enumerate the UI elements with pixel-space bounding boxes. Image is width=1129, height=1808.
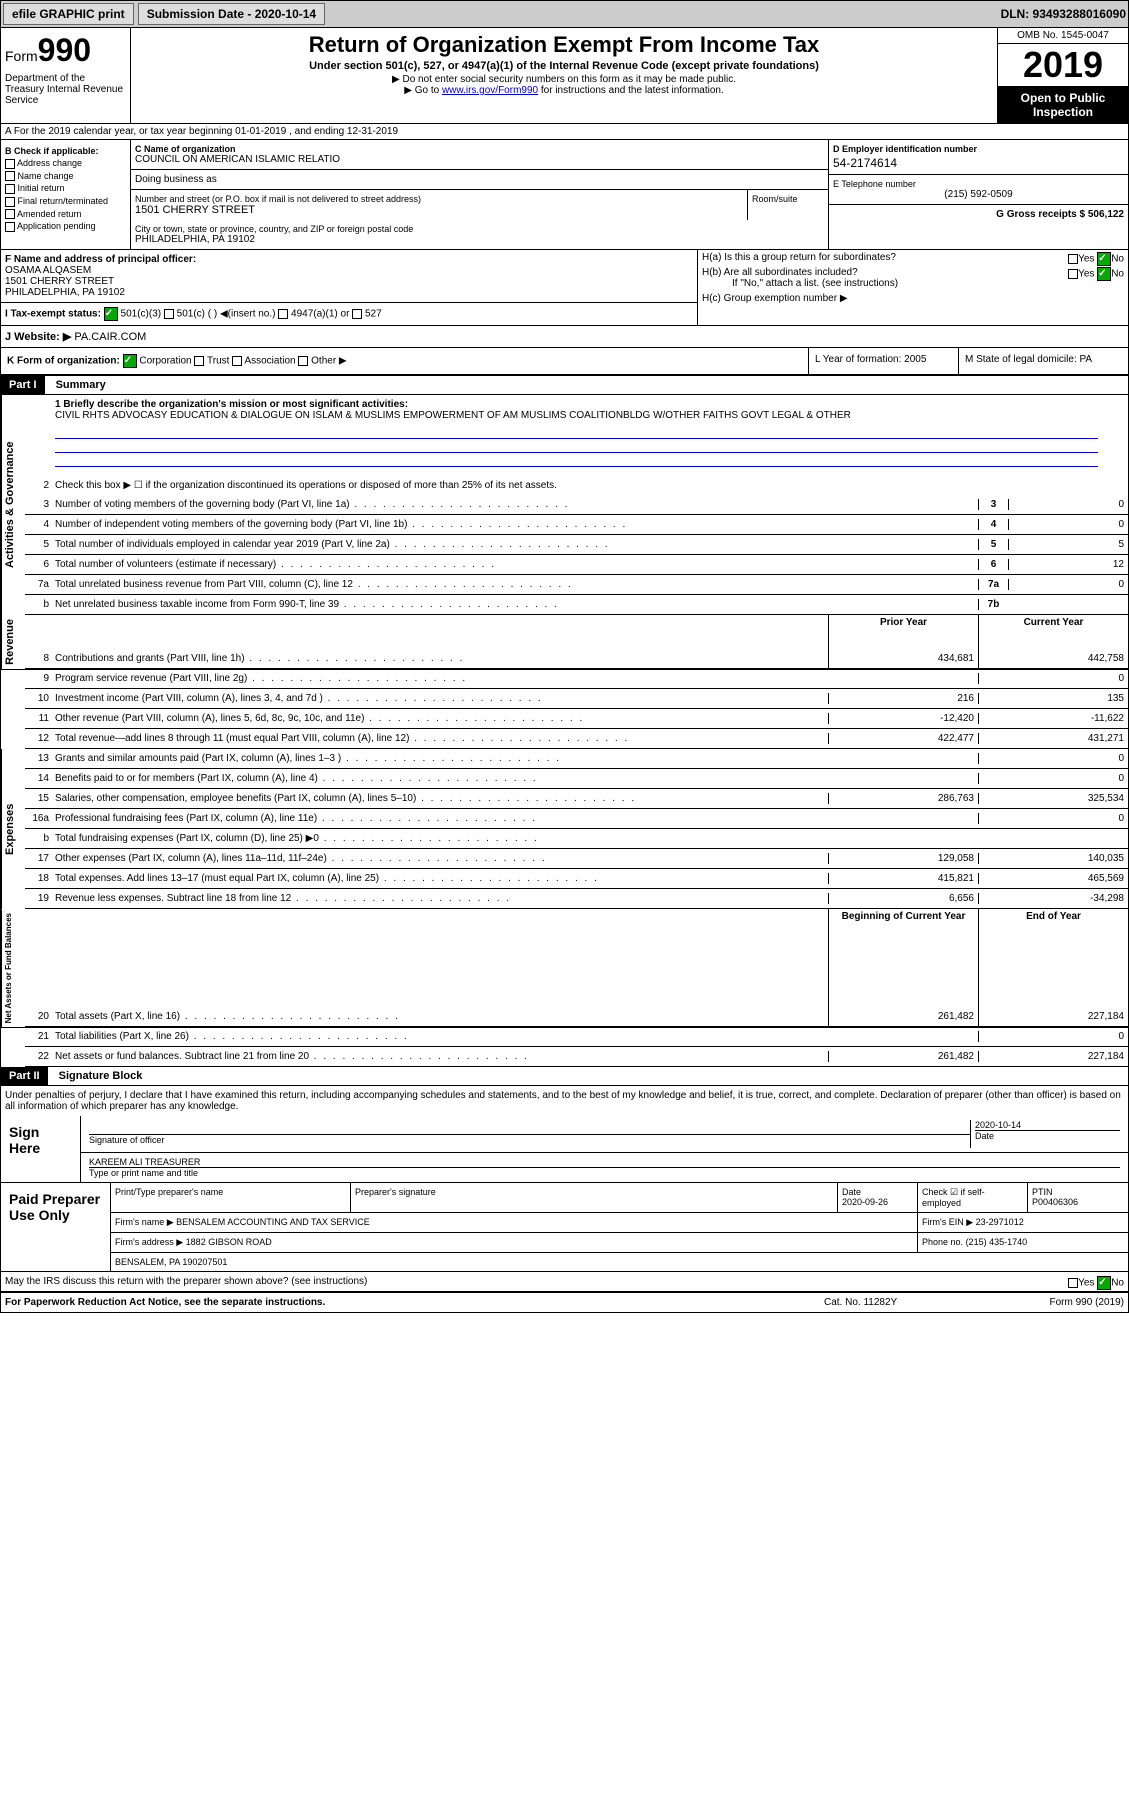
preparer-name: Print/Type preparer's name [111, 1183, 351, 1212]
department: Department of the Treasury Internal Reve… [5, 73, 126, 106]
group-exemption-row: H(c) Group exemption number ▶ [698, 291, 1128, 306]
form-of-org: K Form of organization: Corporation Trus… [1, 348, 808, 374]
summary-line: 20Total assets (Part X, line 16)261,4822… [25, 1007, 1128, 1027]
summary-line: 14Benefits paid to or for members (Part … [25, 769, 1128, 789]
part2-header: Part II [1, 1067, 48, 1085]
summary-line: 15Salaries, other compensation, employee… [25, 789, 1128, 809]
preparer-date: Date2020-09-26 [838, 1183, 918, 1212]
form-title: Return of Organization Exempt From Incom… [135, 32, 993, 58]
mission-line: 1 Briefly describe the organization's mi… [25, 395, 1128, 425]
summary-line: bTotal fundraising expenses (Part IX, co… [25, 829, 1128, 849]
summary-line: 13Grants and similar amounts paid (Part … [25, 749, 1128, 769]
firm-name: Firm's name ▶ BENSALEM ACCOUNTING AND TA… [111, 1213, 918, 1232]
open-public-badge: Open to Public Inspection [998, 87, 1128, 123]
summary-line: 22Net assets or fund balances. Subtract … [25, 1047, 1128, 1067]
firm-ein: Firm's EIN ▶ 23-2971012 [918, 1213, 1128, 1232]
preparer-signature: Preparer's signature [351, 1183, 838, 1212]
org-name-row: C Name of organization COUNCIL ON AMERIC… [131, 140, 828, 170]
group-return-row: H(a) Is this a group return for subordin… [698, 250, 1128, 265]
summary-line: 5Total number of individuals employed in… [25, 535, 1128, 555]
part2-title: Signature Block [51, 1067, 151, 1085]
declaration-text: Under penalties of perjury, I declare th… [1, 1086, 1128, 1116]
tax-year: 2019 [998, 44, 1128, 87]
summary-line: 11Other revenue (Part VIII, column (A), … [25, 709, 1128, 729]
summary-line: bNet unrelated business taxable income f… [25, 595, 1128, 615]
self-employed-check: Check ☑ if self-employed [918, 1183, 1028, 1212]
summary-line: 6Total number of volunteers (estimate if… [25, 555, 1128, 575]
form-footer: Form 990 (2019) [974, 1297, 1124, 1308]
501c3-checkbox[interactable] [104, 307, 118, 321]
part1-header: Part I [1, 376, 45, 394]
catalog-number: Cat. No. 11282Y [824, 1297, 974, 1308]
name-title: KAREEM ALI TREASURER Type or print name … [89, 1157, 1120, 1178]
dln: DLN: 93493288016090 [1001, 7, 1126, 21]
summary-line: 10Investment income (Part VIII, column (… [25, 689, 1128, 709]
form-header: Form990 Department of the Treasury Inter… [1, 28, 1128, 124]
signature-officer: Signature of officer [89, 1120, 970, 1148]
box-b-checkboxes: B Check if applicable: Address change Na… [1, 140, 131, 249]
irs-discuss-row: May the IRS discuss this return with the… [1, 1272, 1128, 1292]
form-number: Form990 [5, 32, 126, 69]
summary-line: 16aProfessional fundraising fees (Part I… [25, 809, 1128, 829]
pra-notice: For Paperwork Reduction Act Notice, see … [5, 1297, 824, 1308]
note-ssn: ▶ Do not enter social security numbers o… [135, 74, 993, 85]
gross-receipts: G Gross receipts $ 506,122 [829, 205, 1128, 224]
summary-line: 8Contributions and grants (Part VIII, li… [25, 649, 1128, 669]
dba-row: Doing business as [131, 170, 828, 190]
city-row: City or town, state or province, country… [131, 220, 828, 249]
state-domicile: M State of legal domicile: PA [958, 348, 1128, 374]
gov-label: Activities & Governance [1, 395, 25, 615]
part1-title: Summary [48, 376, 114, 394]
summary-line: 17Other expenses (Part IX, column (A), l… [25, 849, 1128, 869]
instructions-link[interactable]: www.irs.gov/Form990 [442, 85, 538, 96]
summary-line: 12Total revenue—add lines 8 through 11 (… [25, 729, 1128, 749]
summary-line: 18Total expenses. Add lines 13–17 (must … [25, 869, 1128, 889]
exp-label: Expenses [1, 749, 25, 909]
tax-exempt-row: I Tax-exempt status: 501(c)(3) 501(c) ( … [1, 303, 697, 325]
summary-line: 3Number of voting members of the governi… [25, 495, 1128, 515]
summary-line: 21Total liabilities (Part X, line 26)0 [25, 1027, 1128, 1047]
firm-address2: BENSALEM, PA 190207501 [111, 1253, 1128, 1271]
year-formation: L Year of formation: 2005 [808, 348, 958, 374]
phone-row: E Telephone number (215) 592-0509 [829, 175, 1128, 205]
website-row: J Website: ▶ PA.CAIR.COM [1, 326, 1128, 348]
rev-label: Revenue [1, 615, 25, 669]
ein-row: D Employer identification number 54-2174… [829, 140, 1128, 175]
ptin: PTINP00406306 [1028, 1183, 1128, 1212]
form-subtitle: Under section 501(c), 527, or 4947(a)(1)… [135, 60, 993, 72]
submission-date: Submission Date - 2020-10-14 [138, 3, 325, 25]
paid-preparer-label: Paid Preparer Use Only [1, 1183, 111, 1271]
summary-line: 9Program service revenue (Part VIII, lin… [25, 669, 1128, 689]
sign-here-label: Sign Here [1, 1116, 81, 1182]
firm-phone: Phone no. (215) 435-1740 [918, 1233, 1128, 1252]
top-bar: efile GRAPHIC print Submission Date - 20… [1, 1, 1128, 28]
efile-button[interactable]: efile GRAPHIC print [3, 3, 134, 25]
room-suite: Room/suite [748, 190, 828, 220]
sig-date: 2020-10-14 Date [970, 1120, 1120, 1148]
summary-line: 19Revenue less expenses. Subtract line 1… [25, 889, 1128, 909]
note-instructions: ▶ Go to www.irs.gov/Form990 for instruct… [135, 85, 993, 96]
address-row: Number and street (or P.O. box if mail i… [131, 190, 748, 220]
summary-line: 4Number of independent voting members of… [25, 515, 1128, 535]
subordinates-row: H(b) Are all subordinates included? Yes … [698, 265, 1128, 291]
officer-row: F Name and address of principal officer:… [1, 250, 697, 303]
firm-address: Firm's address ▶ 1882 GIBSON ROAD [111, 1233, 918, 1252]
omb-number: OMB No. 1545-0047 [998, 28, 1128, 44]
row-a-tax-year: A For the 2019 calendar year, or tax yea… [1, 124, 1128, 140]
net-label: Net Assets or Fund Balances [1, 909, 25, 1027]
summary-line: 7aTotal unrelated business revenue from … [25, 575, 1128, 595]
